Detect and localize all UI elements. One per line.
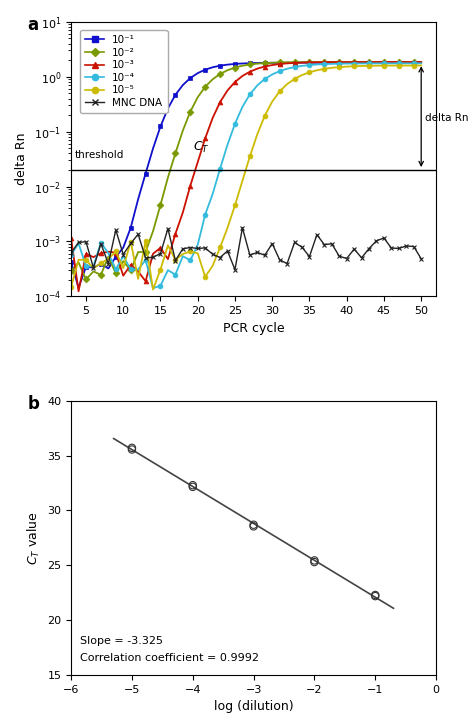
Text: b: b bbox=[27, 395, 39, 413]
X-axis label: log (dilution): log (dilution) bbox=[214, 701, 293, 714]
Legend: 10⁻¹, 10⁻², 10⁻³, 10⁻⁴, 10⁻⁵, MNC DNA: 10⁻¹, 10⁻², 10⁻³, 10⁻⁴, 10⁻⁵, MNC DNA bbox=[80, 30, 168, 113]
Point bbox=[189, 481, 197, 493]
Text: threshold: threshold bbox=[75, 150, 124, 160]
Point bbox=[310, 556, 318, 568]
X-axis label: PCR cycle: PCR cycle bbox=[223, 322, 284, 335]
Point bbox=[372, 590, 379, 602]
Text: Slope = -3.325: Slope = -3.325 bbox=[80, 637, 163, 646]
Point bbox=[128, 442, 136, 454]
Point bbox=[372, 590, 379, 601]
Y-axis label: $C_T$ value: $C_T$ value bbox=[26, 511, 42, 565]
Point bbox=[189, 479, 197, 491]
Text: $C_T$: $C_T$ bbox=[193, 139, 210, 155]
Y-axis label: delta Rn: delta Rn bbox=[16, 133, 28, 185]
Text: a: a bbox=[27, 16, 38, 34]
Point bbox=[250, 521, 257, 532]
Text: delta Rn: delta Rn bbox=[425, 113, 468, 123]
Point bbox=[250, 519, 257, 531]
Text: Correlation coefficient = 0.9992: Correlation coefficient = 0.9992 bbox=[80, 653, 259, 663]
Point bbox=[128, 444, 136, 455]
Point bbox=[310, 555, 318, 566]
